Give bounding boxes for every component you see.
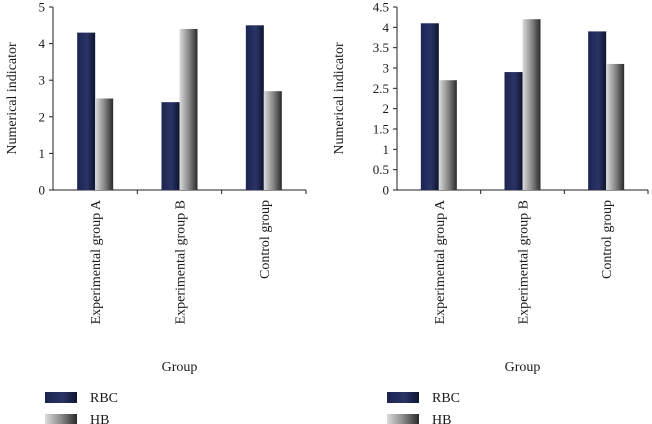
x-axis-title: Group <box>505 360 541 375</box>
x-axis-title: Group <box>162 360 198 375</box>
legend: RBC HB <box>387 391 460 424</box>
bar-rbc-1 <box>420 23 439 191</box>
bar-rbc-3 <box>245 25 264 190</box>
y-tick-label: 3 <box>383 61 390 76</box>
y-tick-label: 4 <box>383 20 390 35</box>
legend-label-hb: HB <box>90 413 109 424</box>
y-tick-label: 0 <box>383 183 390 198</box>
legend-swatch-rbc <box>45 392 77 403</box>
chart-1: 0 1 2 3 4 5 Experimental group A Experimental g… <box>5 0 307 424</box>
y-tick-label: 4 <box>39 36 46 51</box>
legend-swatch-rbc <box>387 392 419 403</box>
bar-rbc-3 <box>588 31 607 191</box>
y-tick-label: 5 <box>39 0 46 15</box>
y-tick-label: 1 <box>383 142 390 157</box>
bar-rbc-1 <box>77 32 96 191</box>
y-tick-label: 1.5 <box>373 122 389 137</box>
legend-swatch-hb <box>45 414 77 424</box>
y-tick-label: 3 <box>39 73 46 88</box>
y-tick-label: 1 <box>39 146 46 161</box>
bar-rbc-2 <box>504 72 523 190</box>
bar-hb-3 <box>606 63 625 190</box>
y-tick-label: 2 <box>39 109 46 124</box>
legend: RBC HB <box>45 391 118 424</box>
y-axis-title: Numerical indicator <box>5 42 20 155</box>
bar-hb-2 <box>522 19 541 191</box>
legend-label-hb: HB <box>432 413 451 424</box>
bar-rbc-2 <box>161 102 180 190</box>
bar-hb-3 <box>263 91 282 190</box>
y-tick-label: 0 <box>39 183 46 198</box>
category-label: Experimental group B <box>517 200 532 324</box>
category-label: Control group <box>600 200 615 279</box>
category-label: Experimental group A <box>89 199 104 324</box>
bar-hb-2 <box>179 28 198 191</box>
y-tick-label: 2 <box>383 101 390 116</box>
category-label: Control group <box>258 200 273 279</box>
chart-2: 0 0.5 1 1.5 2 2.5 3 3.5 4 4.5 Experimental group A… <box>332 0 649 424</box>
legend-swatch-hb <box>387 414 419 424</box>
y-tick-label: 2.5 <box>373 81 389 96</box>
category-label: Experimental group A <box>433 199 448 324</box>
y-tick-label: 0.5 <box>373 162 389 177</box>
y-tick-label: 3.5 <box>373 40 389 55</box>
category-label: Experimental group B <box>174 200 189 324</box>
bar-hb-1 <box>95 98 114 190</box>
bar-hb-1 <box>438 80 457 190</box>
legend-label-rbc: RBC <box>90 391 118 406</box>
y-tick-label: 4.5 <box>373 0 389 15</box>
legend-label-rbc: RBC <box>432 391 460 406</box>
y-axis-title: Numerical indicator <box>332 42 347 155</box>
